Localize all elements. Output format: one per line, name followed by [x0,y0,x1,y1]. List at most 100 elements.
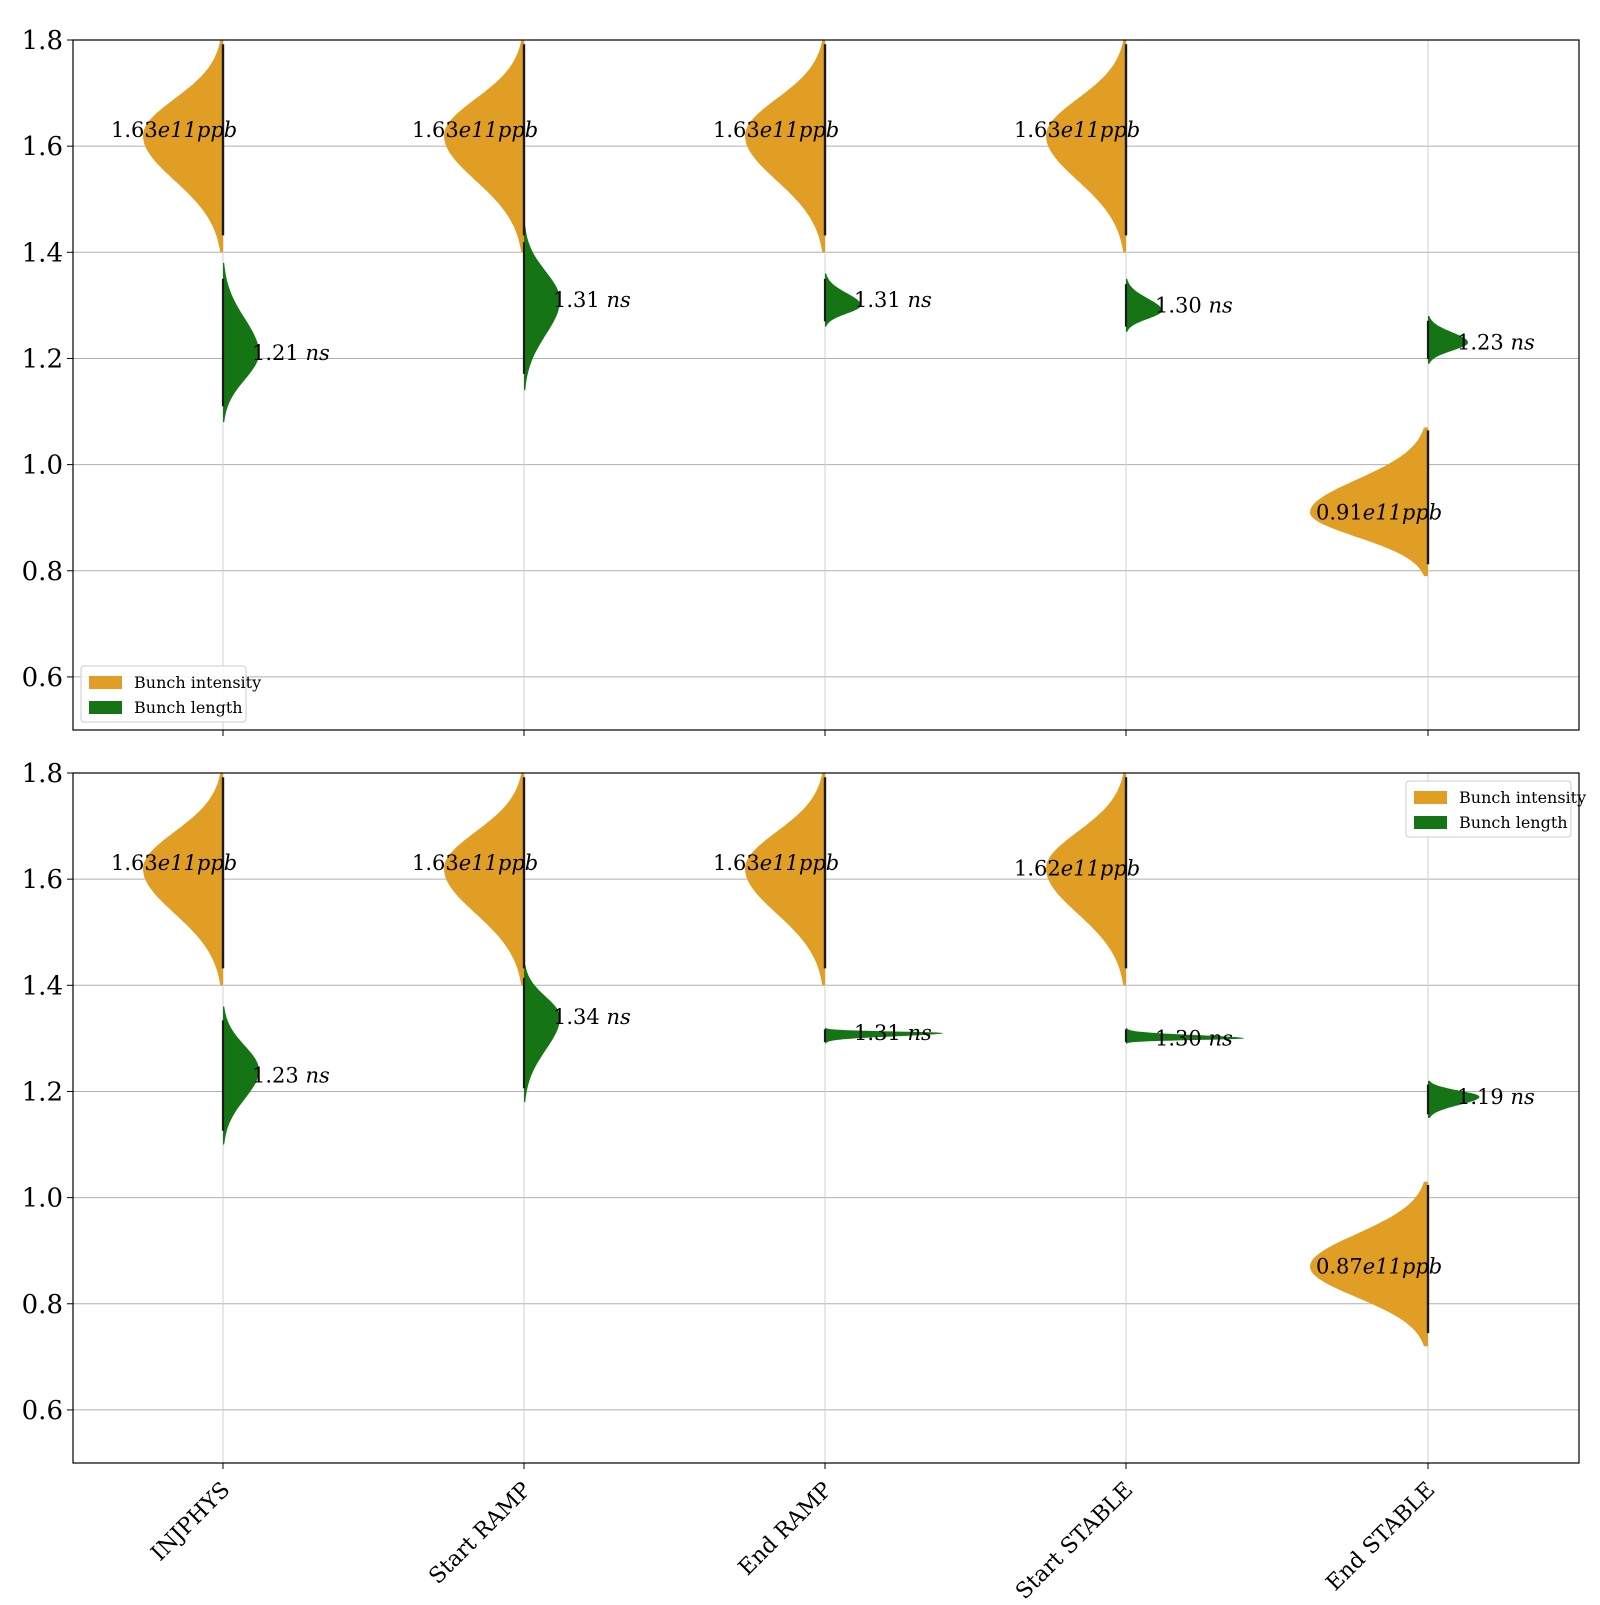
intensity-mean-label: 1.63e11ppb [713,851,839,875]
intensity-mean-value: 1.63 [111,851,158,875]
intensity-unit: e11ppb [1363,500,1442,524]
length-violin [825,273,861,327]
length-mean-value: 1.31 [854,288,907,312]
intensity-unit: e11ppb [1363,1255,1442,1279]
panel-frame [72,772,1580,1464]
length-unit: ns [1208,1026,1233,1050]
intensity-violin [143,773,223,986]
length-unit: ns [606,1005,631,1029]
intensity-mean-value: 1.63 [713,118,760,142]
y-tick-label: 1.2 [22,344,63,374]
legend-swatch [89,676,122,689]
length-violin [1428,316,1468,364]
violin-group-start-ramp: 1.63e11ppb 1.34 ns [412,773,631,1103]
y-tick-label: 1.4 [22,238,63,268]
legend-box [1405,780,1572,838]
violin-group-end-ramp: 1.63e11ppb 1.31 ns [713,40,932,327]
intensity-mean-value: 1.63 [111,118,158,142]
intensity-unit: e11ppb [760,851,839,875]
intensity-violin [1046,773,1126,986]
intensity-violin [745,773,825,986]
intensity-mean-label: 1.63e11ppb [412,118,538,142]
intensity-mean-value: 1.62 [1014,857,1061,881]
y-tick-label: 1.0 [22,1184,63,1214]
x-tick-label: Start STABLE [1011,1478,1138,1600]
length-mean-label: 1.31 ns [553,288,631,312]
length-violin [1126,278,1162,332]
intensity-violin [1310,427,1428,577]
panel-frame [72,39,1580,731]
length-violin [223,1006,259,1145]
length-unit: ns [907,1021,932,1045]
intensity-mean-label: 1.63e11ppb [111,851,237,875]
y-tick-label: 1.0 [22,451,63,481]
legend-label: Bunch length [1459,813,1568,832]
length-mean-label: 1.31 ns [854,1021,932,1045]
length-mean-value: 1.19 [1457,1085,1510,1109]
intensity-violin [444,40,524,253]
intensity-mean-value: 0.87 [1316,1255,1363,1279]
y-tick-label: 1.6 [22,865,63,895]
length-violin [524,225,560,391]
length-unit: ns [1208,293,1233,317]
intensity-mean-label: 1.63e11ppb [1014,118,1140,142]
intensity-mean-label: 1.63e11ppb [412,851,538,875]
intensity-unit: e11ppb [158,851,237,875]
length-unit: ns [305,1064,330,1088]
length-mean-value: 1.30 [1155,1026,1208,1050]
violin-group-injphys: 1.63e11ppb 1.23 ns [111,773,330,1145]
violin-group-end-stable: 0.91e11ppb 1.23 ns [1310,316,1535,577]
violin-group-end-stable: 0.87e11ppb 1.19 ns [1310,1080,1535,1347]
violin-group-start-stable: 1.63e11ppb 1.30 ns [1014,40,1233,332]
length-violin [825,1027,943,1044]
legend-swatch [89,701,122,714]
x-tick-label: End RAMP [734,1477,837,1580]
y-tick-label: 1.8 [22,26,63,56]
violin-group-start-stable: 1.62e11ppb 1.30 ns [1014,773,1244,1050]
legend-label: Bunch intensity [1459,788,1586,807]
length-mean-label: 1.34 ns [553,1005,631,1029]
intensity-violin [1310,1181,1428,1347]
y-tick-label: 0.6 [22,663,63,693]
length-mean-value: 1.23 [1457,331,1510,355]
violin-group-injphys: 1.63e11ppb 1.21 ns [111,40,330,423]
y-tick-label: 0.6 [22,1396,63,1426]
intensity-mean-label: 1.63e11ppb [111,118,237,142]
length-unit: ns [305,341,330,365]
violin-group-end-ramp: 1.63e11ppb 1.31 ns [713,773,943,1045]
length-violin [1428,1080,1480,1118]
intensity-violin [745,40,825,253]
legend-label: Bunch length [134,698,243,717]
length-mean-label: 1.23 ns [1457,331,1535,355]
intensity-mean-value: 1.63 [1014,118,1061,142]
length-mean-label: 1.31 ns [854,288,932,312]
intensity-mean-label: 0.91e11ppb [1316,500,1442,524]
length-mean-value: 1.31 [854,1021,907,1045]
intensity-mean-value: 1.63 [713,851,760,875]
intensity-violin [444,773,524,986]
intensity-unit: e11ppb [459,118,538,142]
length-violin [223,262,259,423]
intensity-mean-label: 1.63e11ppb [713,118,839,142]
length-unit: ns [1510,331,1535,355]
y-tick-label: 1.6 [22,132,63,162]
length-mean-value: 1.31 [553,288,606,312]
length-unit: ns [606,288,631,312]
length-mean-value: 1.23 [252,1064,305,1088]
x-tick-label: INJPHYS [147,1478,236,1567]
legend-label: Bunch intensity [134,673,261,692]
y-tick-label: 1.8 [22,759,63,789]
intensity-violin [143,40,223,253]
length-mean-label: 1.30 ns [1155,1026,1233,1050]
intensity-violin [1046,40,1126,253]
length-mean-value: 1.34 [553,1005,606,1029]
intensity-unit: e11ppb [158,118,237,142]
length-unit: ns [1510,1085,1535,1109]
violin-group-start-ramp: 1.63e11ppb 1.31 ns [412,40,631,391]
intensity-unit: e11ppb [1061,857,1140,881]
legend-swatch [1414,791,1447,804]
legend: Bunch intensity Bunch length [1405,780,1586,838]
